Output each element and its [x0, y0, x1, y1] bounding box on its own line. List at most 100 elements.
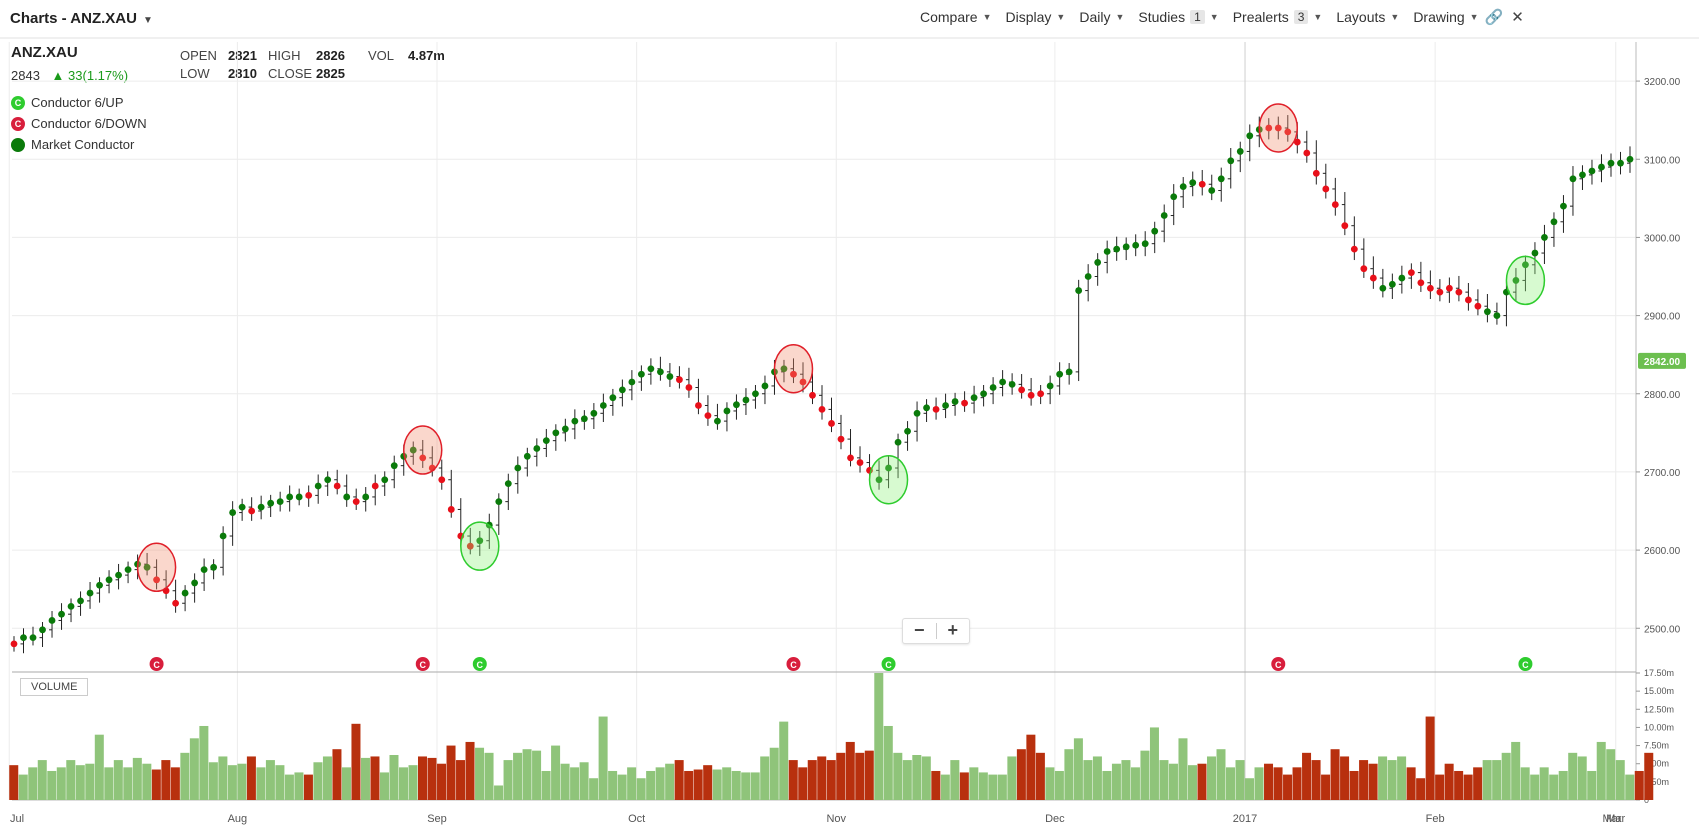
market-conductor-down-dot [837, 435, 845, 443]
ohlc-bar [1484, 293, 1491, 323]
market-conductor-up-dot [885, 464, 892, 472]
volume-bar [845, 741, 855, 800]
month-tick-label: Nov [826, 813, 846, 825]
market-conductor-up-dot [390, 462, 398, 470]
market-conductor-up-dot [999, 378, 1007, 386]
chevron-down-icon: ▼ [1469, 12, 1479, 22]
ohlc-bar [1218, 167, 1225, 202]
display-menu[interactable]: Display ▼ [1006, 9, 1066, 25]
zoom-in-button[interactable]: + [947, 620, 958, 640]
volume-bar [1064, 749, 1074, 800]
volume-bar [817, 756, 827, 800]
volume-bar [760, 756, 770, 800]
volume-bar [1587, 770, 1597, 800]
market-conductor-down-dot [248, 507, 256, 515]
ohlc-bar [1303, 130, 1310, 163]
ohlc-bar [1246, 124, 1253, 162]
volume-bar [484, 752, 494, 800]
legend-item-market-conductor[interactable]: Market Conductor [11, 134, 147, 155]
market-conductor-down-dot [1312, 169, 1320, 177]
volume-bar [1349, 770, 1359, 800]
market-conductor-up-dot [951, 398, 959, 405]
market-conductor-up-dot [590, 409, 598, 417]
volume-bar [1492, 760, 1502, 800]
market-conductor-up-dot [1246, 132, 1254, 140]
chart-title-dropdown[interactable]: Charts - ANZ.XAU ▼ [10, 10, 153, 27]
conductor-up-icon: C [11, 95, 25, 110]
market-conductor-up-dot [39, 626, 46, 634]
ohlc-bar [1180, 177, 1187, 208]
periodicity-menu[interactable]: Daily ▼ [1079, 9, 1124, 25]
market-conductor-down-dot [1322, 185, 1330, 193]
volume-bar [465, 741, 475, 800]
market-conductor-up-dot [20, 634, 27, 642]
month-tick-label: Mar [1606, 813, 1625, 825]
link-icon[interactable]: 🔗 [1484, 9, 1504, 26]
compare-label: Compare [920, 9, 978, 25]
volume-bar [351, 723, 361, 800]
layouts-menu[interactable]: Layouts ▼ [1336, 9, 1399, 25]
studies-menu[interactable]: Studies 1 ▼ [1138, 9, 1218, 25]
price-tick-label: 2500.00 [1644, 624, 1681, 635]
market-conductor-up-dot [86, 589, 94, 597]
market-conductor-up-dot [571, 417, 579, 425]
market-conductor-up-dot [1122, 243, 1130, 251]
compare-menu[interactable]: Compare ▼ [920, 9, 992, 25]
legend-item-conductor-down[interactable]: C Conductor 6/DOWN [11, 113, 147, 134]
volume-bar [151, 769, 161, 800]
market-conductor-up-dot [476, 537, 484, 545]
ohlc-bar [1028, 377, 1035, 406]
volume-bar [303, 774, 313, 800]
market-conductor-up-dot [1617, 159, 1624, 167]
volume-bar [1216, 749, 1226, 800]
volume-bar [874, 673, 884, 800]
volume-bar [1311, 760, 1321, 800]
volume-bar [722, 767, 732, 800]
volume-bar [959, 772, 969, 800]
drawing-menu[interactable]: Drawing ▼ [1413, 9, 1478, 25]
volume-bar [275, 765, 285, 800]
volume-bar [741, 772, 751, 800]
volume-bar [1178, 738, 1188, 800]
market-conductor-down-dot [1350, 245, 1358, 253]
low-label: LOW [180, 66, 210, 81]
conductor-down-marker [786, 657, 801, 671]
legend-item-conductor-up[interactable]: C Conductor 6/UP [11, 92, 147, 113]
volume-bar [693, 769, 703, 800]
market-conductor-up-dot [1217, 175, 1225, 183]
prealerts-menu[interactable]: Prealerts 3 ▼ [1233, 9, 1323, 25]
volume-bar [1302, 752, 1312, 800]
volume-bar [1482, 760, 1492, 800]
market-conductor-up-dot [276, 498, 284, 506]
volume-bar [1035, 752, 1045, 800]
close-icon[interactable]: ✕ [1511, 9, 1524, 26]
volume-bar [1644, 752, 1654, 800]
conductor-down-marker [1271, 657, 1286, 671]
conductor-down-icon: C [11, 116, 25, 131]
ohlc-bar [1322, 163, 1329, 199]
volume-panel-label[interactable]: VOLUME [20, 678, 89, 696]
low-value: 2810 [228, 66, 257, 81]
caret-down-icon: ▼ [1209, 12, 1219, 22]
market-conductor-up-dot [989, 384, 997, 391]
volume-bar [199, 725, 209, 800]
market-conductor-up-dot [1236, 148, 1244, 155]
market-conductor-up-dot [1398, 274, 1406, 282]
volume-bar [598, 716, 608, 800]
zoom-out-button[interactable]: − [913, 620, 925, 640]
market-conductor-down-dot [305, 491, 313, 499]
market-conductor-up-dot [1075, 287, 1083, 294]
conductor-up-highlight [460, 521, 500, 571]
market-conductor-up-dot [714, 417, 721, 425]
volume-bar [532, 750, 542, 800]
ohlc-bar [229, 501, 236, 546]
volume-bar [1558, 770, 1568, 800]
market-conductor-up-dot [295, 493, 303, 501]
open-label: OPEN [180, 48, 217, 63]
volume-bar [294, 772, 304, 800]
volume-bar [494, 785, 504, 800]
volume-bar [37, 760, 47, 800]
volume-bar [456, 760, 466, 800]
conductor-down-highlight [136, 542, 177, 593]
